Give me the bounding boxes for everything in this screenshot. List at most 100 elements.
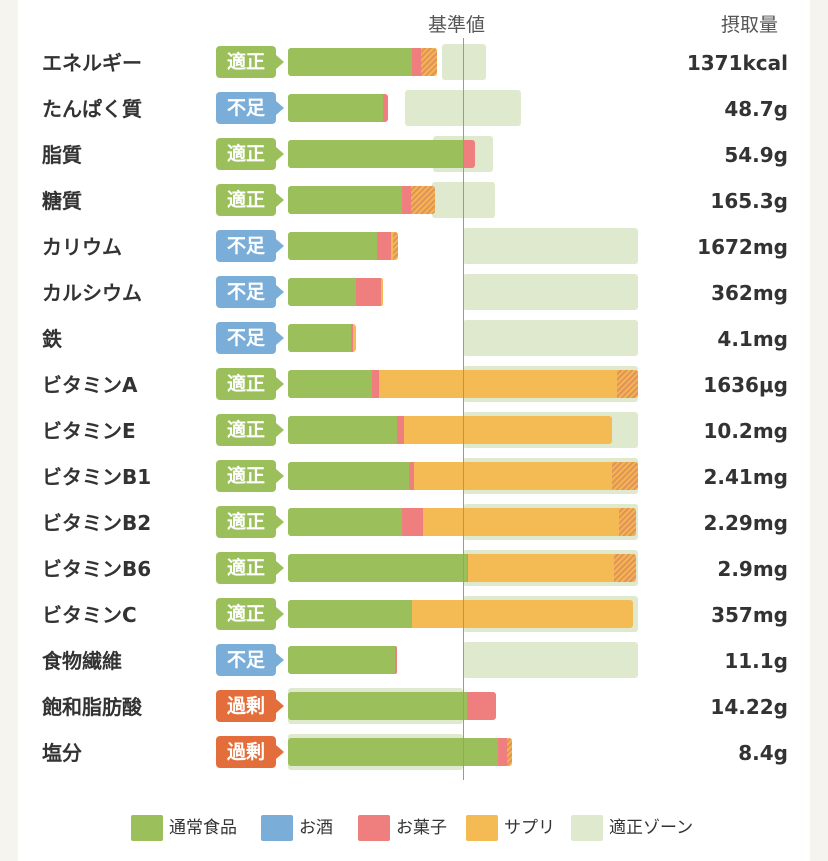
intake-value: 10.2mg bbox=[703, 419, 788, 443]
status-badge: 不足 bbox=[216, 322, 284, 354]
nutrient-name: カリウム bbox=[42, 235, 122, 259]
status-label: 適正 bbox=[226, 419, 265, 441]
bar-regular-food bbox=[288, 738, 498, 766]
bar-supplement-tail bbox=[393, 232, 399, 260]
bar-regular-food bbox=[288, 416, 397, 444]
nutrient-name: ビタミンB1 bbox=[42, 465, 152, 489]
status-label: 過剰 bbox=[226, 741, 265, 763]
nutrient-name: 食物繊維 bbox=[42, 649, 122, 673]
bar-regular-food bbox=[288, 692, 467, 720]
status-label: 適正 bbox=[226, 189, 265, 211]
bar-supplements bbox=[352, 324, 357, 352]
status-label: 適正 bbox=[226, 603, 265, 625]
bar-supplements bbox=[379, 370, 638, 398]
bar-snacks bbox=[372, 370, 379, 398]
nutrient-name: ビタミンC bbox=[42, 603, 137, 627]
status-badge: 過剰 bbox=[216, 690, 284, 722]
status-label: 適正 bbox=[226, 373, 265, 395]
status-label: 適正 bbox=[226, 511, 265, 533]
bar-regular-food bbox=[288, 186, 402, 214]
intake-value: 2.9mg bbox=[717, 557, 788, 581]
bar-snacks bbox=[401, 508, 423, 536]
proper-zone bbox=[463, 274, 638, 310]
bar-regular-food bbox=[288, 324, 351, 352]
legend-swatch bbox=[261, 815, 293, 841]
bar-regular-food bbox=[288, 140, 463, 168]
bar-supplements bbox=[403, 416, 612, 444]
status-label: 適正 bbox=[226, 465, 265, 487]
nutrient-name: ビタミンB6 bbox=[42, 557, 152, 581]
intake-value: 1636μg bbox=[703, 373, 788, 397]
intake-value: 362mg bbox=[711, 281, 788, 305]
intake-value: 48.7g bbox=[724, 97, 788, 121]
intake-value: 8.4g bbox=[738, 741, 788, 765]
bar-supplements bbox=[380, 278, 383, 306]
bar-snacks bbox=[498, 738, 507, 766]
status-badge: 不足 bbox=[216, 276, 284, 308]
bar-snacks bbox=[394, 646, 397, 674]
status-label: 不足 bbox=[226, 97, 265, 119]
status-label: 適正 bbox=[226, 51, 265, 73]
status-badge: 適正 bbox=[216, 368, 284, 400]
intake-value: 4.1mg bbox=[717, 327, 788, 351]
bar-supplement-tail bbox=[421, 48, 437, 76]
nutrient-name: ビタミンA bbox=[42, 373, 138, 397]
legend-label: 適正ゾーン bbox=[609, 818, 694, 838]
bar-supplement-tail bbox=[618, 508, 637, 536]
bar-regular-food bbox=[288, 462, 409, 490]
nutrient-name: たんぱく質 bbox=[42, 97, 142, 121]
status-label: 不足 bbox=[226, 327, 265, 349]
reference-line bbox=[463, 38, 464, 780]
nutrient-name: 脂質 bbox=[42, 143, 82, 167]
nutrient-name: ビタミンB2 bbox=[42, 511, 152, 535]
legend-label: お酒 bbox=[299, 818, 333, 838]
reference-header: 基準値 bbox=[428, 14, 486, 36]
status-badge: 適正 bbox=[216, 46, 284, 78]
nutrient-name: カルシウム bbox=[42, 281, 142, 305]
status-badge: 過剰 bbox=[216, 736, 284, 768]
bar-supplements bbox=[468, 554, 637, 582]
intake-value: 2.41mg bbox=[703, 465, 788, 489]
status-badge: 適正 bbox=[216, 184, 284, 216]
status-badge: 適正 bbox=[216, 414, 284, 446]
bar-supplement-tail bbox=[410, 186, 435, 214]
bar-supplements bbox=[414, 462, 638, 490]
bar-regular-food bbox=[288, 646, 395, 674]
bar-regular-food bbox=[288, 48, 413, 76]
status-label: 適正 bbox=[226, 557, 265, 579]
bar-regular-food bbox=[288, 600, 413, 628]
status-badge: 不足 bbox=[216, 230, 284, 262]
legend-swatch bbox=[571, 815, 603, 841]
nutrition-card: 基準値 摂取量 エネルギー 適正 1371kcal たんぱく質 不足 48.7g 脂質 適正 5… bbox=[18, 0, 810, 861]
nutrient-name: 糖質 bbox=[42, 189, 82, 213]
intake-value: 11.1g bbox=[724, 649, 788, 673]
bar-snacks bbox=[356, 278, 381, 306]
legend-label: サプリ bbox=[504, 818, 555, 838]
nutrient-name: 塩分 bbox=[42, 741, 82, 765]
status-badge: 不足 bbox=[216, 92, 284, 124]
nutrient-name: 飽和脂肪酸 bbox=[42, 695, 142, 719]
proper-zone bbox=[463, 228, 638, 264]
bar-regular-food bbox=[288, 94, 383, 122]
status-label: 適正 bbox=[226, 143, 265, 165]
bar-supplements bbox=[412, 600, 633, 628]
bar-snacks bbox=[351, 324, 353, 352]
bar-snacks bbox=[466, 554, 469, 582]
intake-value: 165.3g bbox=[710, 189, 788, 213]
bar-regular-food bbox=[288, 232, 378, 260]
status-label: 過剰 bbox=[226, 695, 265, 717]
bar-supplement-tail bbox=[617, 370, 638, 398]
nutrient-name: 鉄 bbox=[42, 327, 62, 351]
status-badge: 適正 bbox=[216, 506, 284, 538]
legend-swatch bbox=[466, 815, 498, 841]
bar-snacks bbox=[466, 692, 497, 720]
legend-label: お菓子 bbox=[396, 818, 447, 838]
status-label: 不足 bbox=[226, 235, 265, 257]
intake-value: 54.9g bbox=[724, 143, 788, 167]
status-label: 不足 bbox=[226, 281, 265, 303]
legend-swatch bbox=[358, 815, 390, 841]
bar-supplements bbox=[422, 508, 637, 536]
bar-regular-food bbox=[288, 370, 372, 398]
proper-zone bbox=[463, 320, 638, 356]
intake-value: 2.29mg bbox=[703, 511, 788, 535]
